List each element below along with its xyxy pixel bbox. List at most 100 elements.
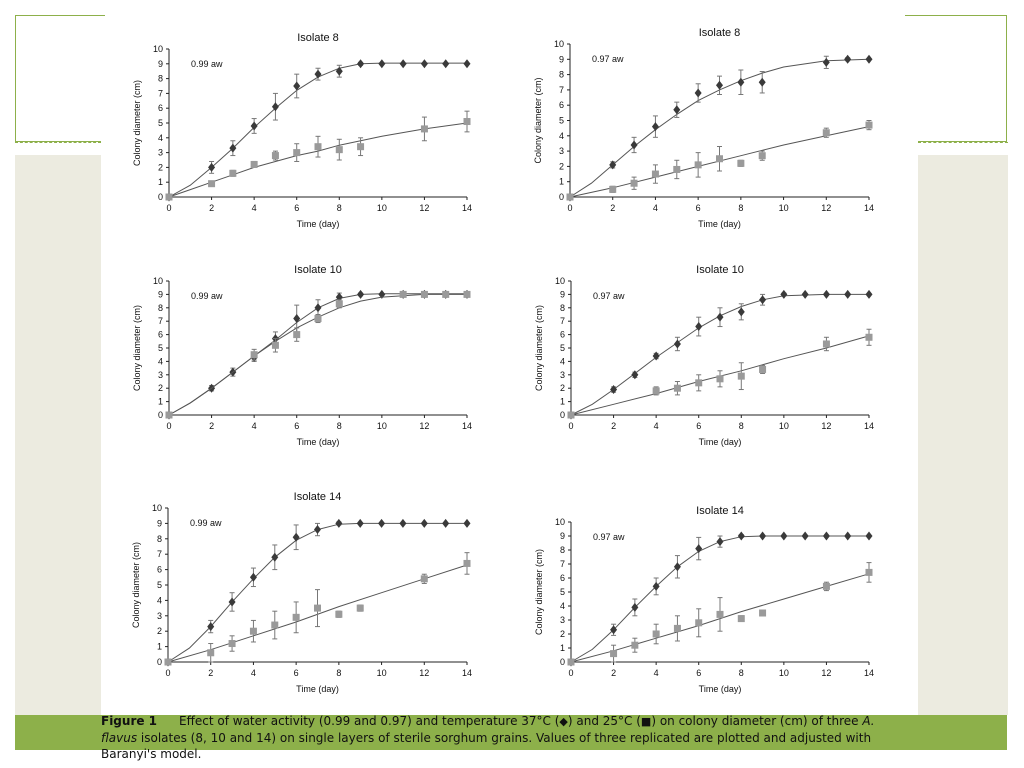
x-tick-label: 2 [209,203,214,213]
series-2 [165,290,471,419]
data-point-square [164,658,172,666]
y-tick-label: 3 [157,611,162,621]
series-2 [164,552,471,666]
x-tick-label: 0 [568,421,573,431]
data-point-square [335,146,343,154]
y-tick-label: 3 [158,370,163,380]
x-tick-label: 6 [294,203,299,213]
data-point-square [293,331,301,339]
y-tick-label: 2 [157,626,162,636]
y-tick-label: 1 [559,177,564,187]
y-tick-label: 7 [560,316,565,326]
data-point-square [758,152,766,160]
y-axis-label: Colony diameter (cm) [131,542,141,628]
x-tick-label: 2 [610,203,615,213]
series-2 [567,328,873,419]
y-tick-label: 9 [158,59,163,69]
x-tick-label: 14 [864,421,874,431]
y-tick-label: 7 [158,316,163,326]
figure-caption: Figure 1 Effect of water activity (0.99 a… [101,713,911,762]
data-point-diamond [695,322,703,332]
data-point-square [631,641,639,649]
y-tick-label: 1 [157,642,162,652]
data-point-square [420,575,428,583]
data-point-square [314,604,321,612]
x-tick-label: 4 [252,203,257,213]
figure-panel: Isolate 8 0.99 aw 0 1 2 3 4 5 6 7 8 9 10 0 2 4 6 8 10 12 14 T… [101,17,918,715]
chart-title: Isolate 14 [696,505,744,517]
data-point-square [292,613,300,621]
data-point-diamond [229,143,237,153]
data-point-diamond [463,518,471,528]
y-tick-label: 2 [559,161,564,171]
data-point-diamond [292,532,300,542]
data-point-diamond [759,295,767,305]
data-point-diamond [801,289,809,299]
y-tick-label: 4 [158,133,163,143]
chart-title: Isolate 8 [699,27,741,39]
x-tick-label: 8 [337,203,342,213]
fit-curve [168,62,467,198]
y-tick-label: 3 [560,615,565,625]
x-tick-label: 0 [568,668,573,678]
caption-text-3: ) on colony diameter (cm) of three [651,714,863,728]
data-point-diamond [651,122,659,132]
x-tick-label: 8 [739,421,744,431]
chart-annotation: 0.99 aw [191,59,223,69]
x-tick-label: 10 [377,668,387,678]
y-tick-label: 0 [158,410,163,420]
data-point-square [250,351,258,359]
y-axis-label: Colony diameter (cm) [534,549,544,635]
data-point-square [865,568,873,576]
data-point-diamond [335,66,343,76]
slide-frame-left [15,15,105,142]
y-tick-label: 10 [554,39,564,49]
y-axis-label: Colony diameter (cm) [533,77,543,163]
y-axis-label: Colony diameter (cm) [132,305,142,391]
data-point-square [673,624,681,632]
data-point-square [399,290,407,298]
x-tick-label: 6 [294,668,299,678]
series-2 [567,562,873,666]
data-point-diamond [399,518,407,528]
data-point-diamond [716,537,724,547]
y-tick-label: 5 [560,343,565,353]
data-point-square [356,604,364,612]
data-point-square [609,185,617,193]
data-point-diamond [293,314,301,324]
data-point-diamond [673,339,681,349]
data-point-diamond [378,59,386,69]
y-tick-label: 3 [560,370,565,380]
chart-annotation: 0.99 aw [190,518,222,528]
y-tick-label: 9 [158,289,163,299]
slide-divider-left [15,142,101,143]
data-point-square [630,179,638,187]
data-point-diamond [609,160,617,170]
x-tick-label: 6 [696,421,701,431]
y-tick-label: 5 [158,118,163,128]
data-point-square [652,387,660,395]
y-tick-label: 6 [560,573,565,583]
data-point-square [694,161,702,169]
caption-text-1: Effect of water activity (0.99 and 0.97)… [179,714,560,728]
y-tick-label: 5 [158,343,163,353]
chart-title: Isolate 8 [297,32,339,44]
data-point-diamond [737,307,745,317]
data-point-square [737,159,745,167]
data-point-square [822,582,830,590]
data-point-diamond [420,518,428,528]
y-tick-label: 8 [157,534,162,544]
x-tick-label: 0 [166,421,171,431]
y-tick-label: 0 [157,657,162,667]
data-point-square [822,340,830,348]
data-point-diamond [844,289,852,299]
data-point-diamond [822,289,830,299]
data-point-square [865,121,873,129]
y-tick-label: 10 [555,517,565,527]
y-tick-label: 0 [559,192,564,202]
data-point-diamond [631,602,639,612]
y-tick-label: 8 [158,303,163,313]
caption-text-2: ) and 25°C ( [567,714,641,728]
